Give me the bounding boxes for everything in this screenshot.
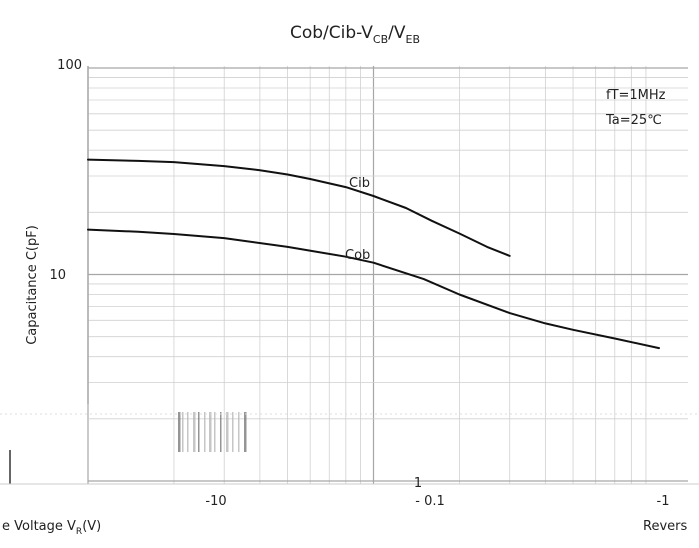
x-axis-label-left: e Voltage VR(V) [2,519,101,537]
artifact-bar [187,412,189,452]
x-axis-label-right: Revers [643,519,687,534]
artifact-bar [238,412,240,452]
series-lines [87,158,660,350]
artifact-bar [178,412,181,452]
artifact-bar [198,412,200,452]
chart-title: Cob/Cib-VCB/VEB [290,23,420,46]
annotation-frequency: fT=1MHz [606,88,666,103]
artifact-bar [182,412,184,452]
series-line-cib [87,158,511,257]
y-tick-label-10: 10 [49,268,66,283]
annotation-temperature: Ta=25℃ [605,113,662,128]
series-label-cob: Cob [345,248,370,263]
x-tick-label-0-1: - 0.1 [415,494,445,509]
grid-lines [87,66,688,484]
artifact-bar [232,412,234,452]
series-line-cob [87,228,660,350]
y-tick-label-100: 100 [57,58,82,73]
artifact-bar [204,412,206,452]
y-tick-label-1: 1 [414,476,422,491]
x-tick-label-10: -10 [205,494,226,509]
x-tick-label-1: -1 [657,494,670,509]
y-axis-label: Capacitance C(pF) [25,225,40,345]
artifact-bar [244,412,247,452]
image-artifacts [0,412,699,485]
artifact-bar [226,412,229,452]
artifact-bar [214,412,216,452]
series-label-cib: Cib [349,176,370,191]
artifact-bar [193,412,196,452]
artifact-bar [209,412,212,452]
artifact-bar [220,412,222,452]
